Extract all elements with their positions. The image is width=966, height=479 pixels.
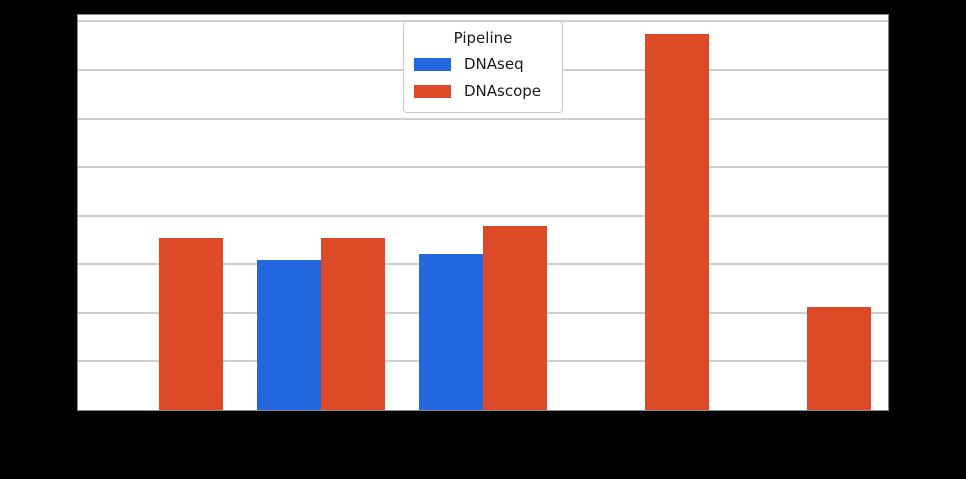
legend-title: Pipeline xyxy=(453,29,513,47)
plot-area: Pipeline DNAseq DNAscope xyxy=(77,14,889,411)
bar-dnascope-cat1 xyxy=(159,238,223,410)
legend: Pipeline DNAseq DNAscope xyxy=(403,21,563,113)
legend-entry-dnascope: DNAscope xyxy=(412,78,554,105)
gridline-y5 xyxy=(78,166,888,169)
legend-swatch-dnascope-icon xyxy=(414,85,451,98)
bar-dnascope-cat2 xyxy=(321,238,385,410)
gridline-y6 xyxy=(78,117,888,120)
bar-dnascope-cat4 xyxy=(645,34,709,410)
bar-dnascope-cat3 xyxy=(483,226,547,410)
legend-entry-dnaseq: DNAseq xyxy=(412,51,554,78)
legend-swatch-dnaseq-icon xyxy=(414,58,451,71)
bar-dnascope-cat5 xyxy=(807,307,871,410)
legend-label-dnaseq: DNAseq xyxy=(464,55,524,73)
legend-label-dnascope: DNAscope xyxy=(464,82,542,100)
bar-dnaseq-cat2 xyxy=(257,260,321,410)
gridline-y4 xyxy=(78,214,888,217)
bar-dnaseq-cat3 xyxy=(419,254,483,410)
